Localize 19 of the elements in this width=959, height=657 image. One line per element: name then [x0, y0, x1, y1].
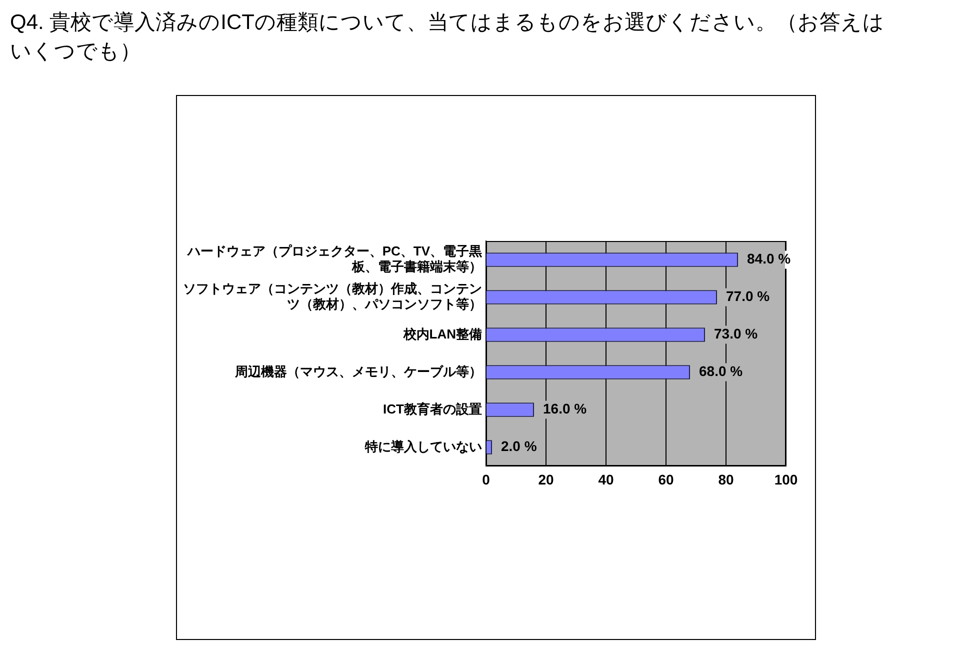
data-label: 2.0 %	[501, 438, 538, 454]
y-tick-label: ICT教育者の設置	[383, 401, 482, 416]
data-label: 84.0 %	[747, 250, 792, 267]
data-label: 68.0 %	[699, 363, 744, 380]
x-tick-label: 80	[718, 471, 734, 488]
y-tick-label: 校内LAN整備	[402, 326, 482, 342]
data-label: 77.0 %	[726, 288, 770, 304]
y-tick-label: 特に導入していない	[364, 438, 482, 454]
y-tick-label: ハードウェア（プロジェクター、PC、TV、電子黒板、電子書籍端末等）	[186, 244, 483, 274]
x-tick-label: 40	[598, 471, 614, 488]
chart-title: Q4. 貴校で導入済みのICTの種類について、当てはまるものをお選びください。（お答えはいくつでも）	[10, 10, 886, 65]
x-tick-label: 20	[538, 471, 554, 488]
x-tick-label: 60	[658, 471, 674, 488]
y-tick-label: 周辺機器（マウス、メモリ、ケーブル等）	[234, 364, 482, 379]
y-tick-label: ソフトウェア（コンテンツ（教材）作成、コンテンツ（教材）、パソコンソフト等）	[183, 281, 482, 312]
x-tick-label: 0	[482, 471, 490, 488]
data-label: 73.0 %	[714, 326, 758, 342]
x-tick-label: 100	[774, 471, 798, 488]
data-label: 16.0 %	[543, 400, 588, 417]
